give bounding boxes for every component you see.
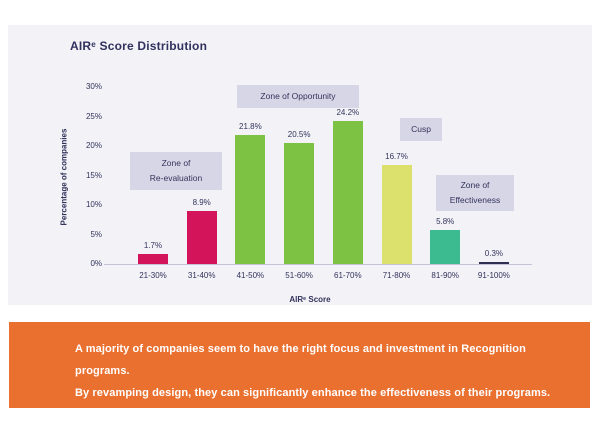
- x-tick-label: 21-30%: [139, 271, 167, 280]
- x-tick-label: 31-40%: [187, 271, 216, 280]
- bar-value-label: 0.3%: [484, 249, 503, 258]
- zone-label-line: Cusp: [411, 124, 431, 134]
- y-tick-label: 25%: [85, 111, 102, 121]
- y-tick-label: 5%: [90, 229, 102, 239]
- insight-line-1: A majority of companies seem to have the…: [75, 343, 526, 377]
- zone-re-evaluation: Zone of Re-evaluation: [130, 152, 222, 190]
- bar-value-label: 1.7%: [143, 241, 163, 250]
- x-tick-label: 71-80%: [382, 271, 411, 280]
- zone-label-line: Re-evaluation: [149, 173, 203, 183]
- zone-opportunity: Zone of Opportunity: [237, 85, 359, 108]
- x-axis-baseline: [104, 264, 532, 265]
- chart-card: AIRᵉ Score Distribution Percentage of co…: [8, 25, 592, 305]
- x-tick-label: 81-90%: [431, 271, 459, 280]
- zone-label-line: Zone of: [460, 180, 490, 190]
- x-tick-label: 91-100%: [477, 271, 510, 280]
- y-tick-label: 30%: [85, 82, 102, 91]
- bar-value-label: 24.2%: [336, 108, 360, 117]
- zone-label-line: Zone of Opportunity: [260, 91, 336, 101]
- y-tick-label: 0%: [90, 259, 102, 268]
- zone-label-line: Effectiveness: [449, 195, 501, 205]
- bar-value-label: 8.9%: [192, 198, 211, 207]
- x-tick-label: 41-50%: [236, 271, 265, 280]
- insight-banner: A majority of companies seem to have the…: [9, 322, 590, 408]
- y-tick-label: 15%: [85, 170, 102, 180]
- y-tick-label: 20%: [85, 141, 102, 150]
- insight-line-2: By revamping design, they can significan…: [75, 387, 551, 399]
- zone-label-line: Zone of: [161, 158, 191, 168]
- chart-title: AIRᵉ Score Distribution: [70, 39, 208, 53]
- bar: [235, 135, 266, 264]
- bar-value-label: 5.8%: [436, 217, 455, 226]
- x-axis-title: AIRᵉ Score: [289, 295, 331, 304]
- bar: [430, 230, 461, 264]
- bar-value-label: 21.8%: [239, 122, 262, 131]
- bar: [332, 121, 363, 264]
- bar: [381, 165, 412, 264]
- y-tick-label: 10%: [85, 200, 102, 209]
- bar-value-label: 16.7%: [385, 152, 408, 161]
- zone-cusp: Cusp: [400, 118, 442, 141]
- bar: [284, 143, 315, 264]
- bar-value-label: 20.5%: [287, 130, 311, 139]
- zone-effectiveness: Zone of Effectiveness: [436, 175, 514, 211]
- x-tick-label: 51-60%: [285, 271, 313, 280]
- bar: [478, 262, 509, 264]
- bar: [186, 211, 217, 264]
- x-tick-label: 61-70%: [334, 271, 362, 280]
- bar: [138, 254, 168, 264]
